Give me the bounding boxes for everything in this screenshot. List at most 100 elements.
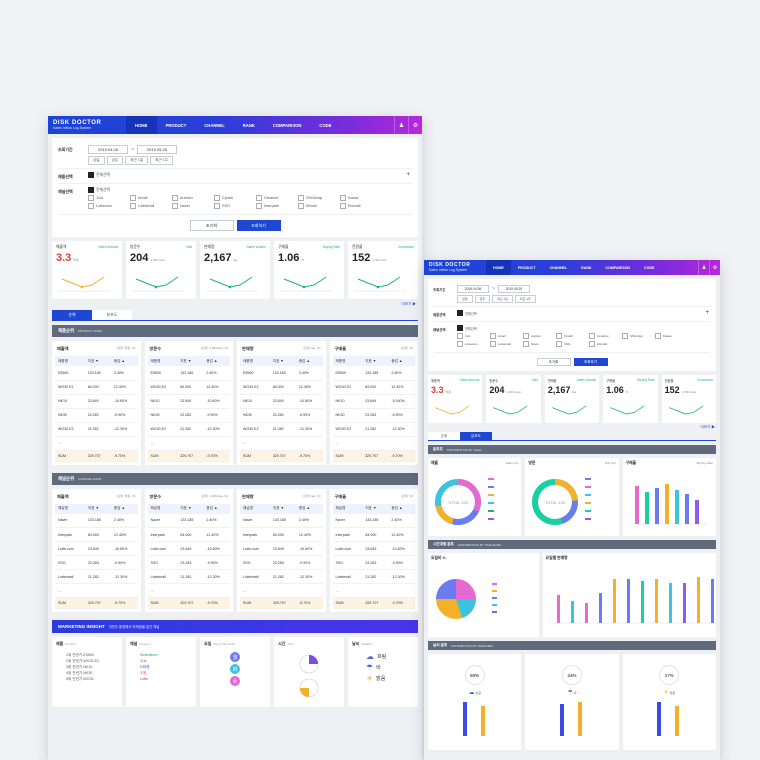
channel-checkbox[interactable]: Amall	[490, 333, 523, 339]
search-button[interactable]: 조회하기	[236, 220, 281, 231]
table-row[interactable]: NK10 23.649 -10.60%	[332, 394, 415, 409]
channel-checkbox[interactable]: Lotteimall	[130, 203, 172, 209]
nav-rank[interactable]: RANK	[242, 122, 255, 128]
date-to-field[interactable]: 2019.05.25	[136, 145, 177, 154]
column-header[interactable]: 지표 ▼	[269, 356, 296, 366]
channel-checkbox[interactable]: SSGshop	[298, 195, 340, 201]
table-row[interactable]: NK30 23.283 -9.90%	[240, 408, 323, 423]
date-from-field[interactable]: 2019.04.26	[88, 145, 128, 154]
date-to-field[interactable]: 2019.05.25	[497, 285, 530, 293]
expand-plus-icon[interactable]: +	[705, 310, 709, 316]
table-row[interactable]: Naver 133.185 2.40%	[55, 513, 138, 528]
column-header[interactable]: 채널명	[147, 503, 178, 514]
table-row[interactable]: WG30 E2 21.282 -12.30%	[55, 422, 138, 437]
table-row[interactable]: WG30 E2 84.000 12.40%	[332, 380, 415, 395]
table-row[interactable]: Lotte.com 23.649 -10.60%	[332, 541, 415, 556]
settings-icon[interactable]: ⚙	[408, 116, 422, 134]
column-header[interactable]: 지표 ▼	[177, 356, 204, 366]
column-header[interactable]: 제품명	[240, 356, 270, 366]
column-header[interactable]: 증감 ▲	[295, 356, 323, 366]
table-row[interactable]: Lotteimall 21.282 -12.30%	[240, 569, 323, 584]
channel-all-checkbox[interactable]: 전체선택	[88, 187, 412, 193]
tab-distribution[interactable]: 분포도	[460, 432, 492, 440]
channel-checkbox[interactable]: Amall	[130, 195, 172, 201]
tab-distribution[interactable]: 분포도	[92, 310, 132, 320]
more-link[interactable]: 더보기 ▶	[401, 302, 416, 306]
nav-product[interactable]: PRODUCT	[165, 122, 187, 128]
table-row[interactable]: ...	[332, 583, 415, 598]
kpi-card-buying[interactable]: 구매율 Buying Rate 1.06%	[274, 241, 344, 299]
table-row[interactable]: Lotteimall 21.282 -12.30%	[55, 569, 138, 584]
table-row[interactable]: WG30 E2 84.000 12.40%	[55, 380, 138, 395]
table-row[interactable]: Naver 133.185 2.40%	[147, 513, 230, 528]
channel-checkbox[interactable]: Kakao	[340, 195, 382, 201]
table-row[interactable]: E5500 133.185 2.40%	[240, 366, 323, 381]
column-header[interactable]: 제품명	[55, 356, 85, 366]
channel-checkbox[interactable]: Gmarket	[589, 333, 622, 339]
column-header[interactable]: 지표 ▼	[362, 356, 389, 366]
channel-checkbox[interactable]: Lotteimall	[490, 341, 523, 347]
channel-checkbox[interactable]: Kakao	[655, 333, 688, 339]
nav-channel[interactable]: CHANNEL	[549, 265, 568, 270]
table-row[interactable]: Interpark 84.000 12.40%	[55, 527, 138, 542]
channel-all-checkbox[interactable]: 전체선택	[457, 325, 711, 331]
channel-checkbox[interactable]: Interpark	[256, 203, 298, 209]
nav-home[interactable]: HOME	[486, 260, 511, 275]
channel-checkbox[interactable]: Naver	[523, 341, 556, 347]
table-row[interactable]: E5500 133.185 2.40%	[55, 366, 138, 381]
nav-channel[interactable]: CHANNEL	[204, 122, 225, 128]
channel-checkbox[interactable]: SSGshop	[622, 333, 655, 339]
column-header[interactable]: 증감 ▲	[110, 356, 138, 366]
table-row[interactable]: E5500 133.185 2.40%	[332, 366, 415, 381]
column-header[interactable]: 증감 ▲	[388, 503, 415, 514]
expand-plus-icon[interactable]: +	[406, 172, 410, 178]
channel-checkbox[interactable]: Cjmall	[556, 333, 589, 339]
table-row[interactable]: ...	[240, 583, 323, 598]
kpi-card-conversion[interactable]: 전환율 Conversion 152 1,000 view	[661, 375, 717, 423]
column-header[interactable]: 지표 ▼	[362, 503, 389, 514]
table-row[interactable]: Lotte.com 23.649 -10.60%	[240, 541, 323, 556]
column-header[interactable]: 증감 ▲	[388, 356, 415, 366]
kpi-card-buying[interactable]: 구매율 Buying Rate 1.06%	[603, 375, 658, 423]
logo[interactable]: DISK DOCTOR Sales Inflow Log System	[424, 262, 486, 273]
channel-checkbox[interactable]: Auction	[523, 333, 556, 339]
nav-code[interactable]: CODE	[644, 265, 655, 270]
table-row[interactable]: Lotte.com 23.649 -10.60%	[55, 541, 138, 556]
search-button[interactable]: 조회하기	[573, 358, 608, 366]
kpi-card-volume[interactable]: 판매량 Sales Volume 2,167 Ea	[544, 375, 600, 423]
table-row[interactable]: NK30 23.283 -9.90%	[147, 408, 230, 423]
nav-comparison[interactable]: COMPARISON	[272, 122, 302, 128]
more-link[interactable]: 더보기 ▶	[700, 425, 715, 429]
nav-rank[interactable]: RANK	[581, 265, 592, 270]
nav-comparison[interactable]: COMPARISON	[605, 265, 631, 270]
table-row[interactable]: ...	[332, 436, 415, 451]
table-row[interactable]: SSG 23.283 -9.90%	[332, 555, 415, 570]
channel-checkbox[interactable]: Lotteoom	[457, 341, 490, 347]
table-row[interactable]: SSG 23.283 -9.90%	[147, 555, 230, 570]
table-row[interactable]: E5500 133.185 2.40%	[147, 366, 230, 381]
quick-1week[interactable]: 최근 1주	[514, 295, 536, 303]
reset-button[interactable]: 초기화	[536, 358, 571, 366]
column-header[interactable]: 증감 ▲	[203, 503, 230, 514]
quick-today[interactable]: 금일	[457, 295, 473, 303]
column-header[interactable]: 지표 ▼	[84, 356, 111, 366]
table-row[interactable]: ...	[240, 436, 323, 451]
column-header[interactable]: 증감 ▲	[110, 503, 138, 514]
quick-1week[interactable]: 최근 1주	[150, 156, 174, 165]
channel-checkbox[interactable]: Naver	[172, 203, 214, 209]
table-row[interactable]: Interpark 84.000 12.40%	[332, 527, 415, 542]
table-row[interactable]: WG30 E2 21.282 -12.30%	[332, 422, 415, 437]
nav-product[interactable]: PRODUCT	[517, 265, 536, 270]
channel-checkbox[interactable]: Gmarket	[256, 195, 298, 201]
quick-week[interactable]: 금주	[106, 156, 124, 165]
quick-1day[interactable]: 최근 1일	[125, 156, 149, 165]
user-icon[interactable]: ♟	[698, 260, 709, 275]
table-row[interactable]: NK10 23.649 -10.60%	[240, 394, 323, 409]
table-row[interactable]: NK10 23.649 -10.60%	[147, 394, 230, 409]
channel-checkbox[interactable]: Auction	[172, 195, 214, 201]
table-row[interactable]: Naver 133.185 2.40%	[332, 513, 415, 528]
quick-1day[interactable]: 최근 1일	[492, 295, 513, 303]
nav-code[interactable]: CODE	[319, 122, 332, 128]
logo[interactable]: DISK DOCTOR Sales Inflow Log System	[48, 120, 126, 131]
channel-checkbox[interactable]: 11st	[88, 195, 130, 201]
